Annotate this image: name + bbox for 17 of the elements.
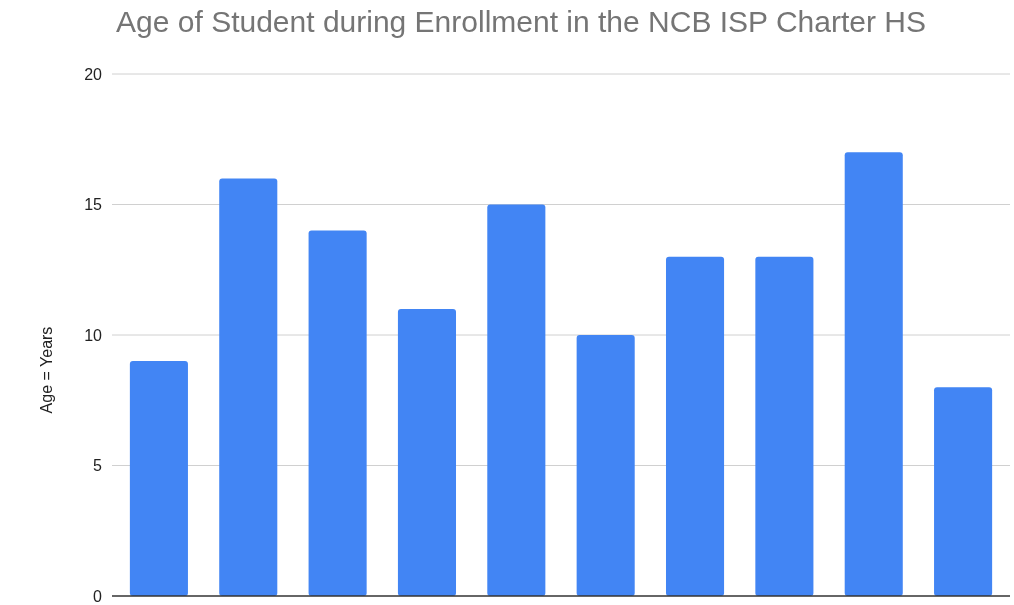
bar	[844, 152, 903, 596]
bar	[665, 256, 725, 596]
bar	[219, 178, 278, 596]
bar	[129, 361, 188, 596]
bar	[487, 204, 546, 596]
y-axis-title: Age = Years	[38, 326, 55, 414]
bar	[755, 256, 814, 596]
chart-title: Age of Student during Enrollment in the NCB ISP Charter HS	[116, 5, 926, 38]
bar	[308, 230, 367, 596]
y-tick-label: 0	[93, 587, 103, 605]
bar	[576, 335, 635, 596]
y-tick-label: 15	[84, 196, 103, 214]
y-tick-label: 10	[84, 326, 103, 344]
y-tick-label: 5	[93, 457, 103, 475]
bar	[934, 387, 993, 596]
y-tick-label: 20	[84, 65, 103, 83]
bar	[397, 308, 457, 596]
